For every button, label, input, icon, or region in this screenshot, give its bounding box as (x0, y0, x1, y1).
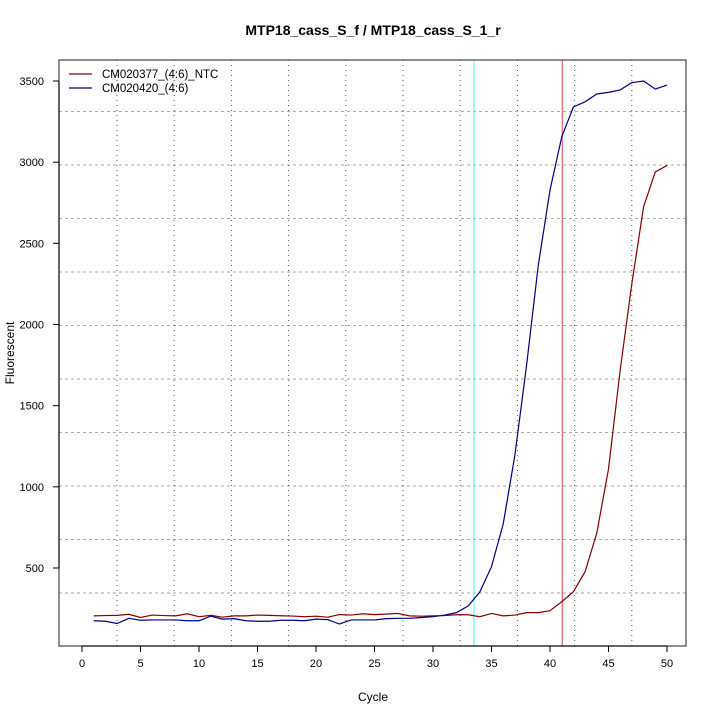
threshold-lines (473, 60, 563, 646)
y-tick-label: 500 (26, 563, 44, 575)
grid (59, 60, 686, 646)
x-tick-label: 45 (602, 658, 614, 670)
x-tick-label: 0 (79, 658, 85, 670)
y-tick-label: 1500 (20, 401, 44, 413)
x-tick-label: 50 (661, 658, 673, 670)
chart-title: MTP18_cass_S_f / MTP18_cass_S_1_r (245, 22, 501, 38)
x-tick-label: 5 (137, 658, 143, 670)
plot-frame (58, 59, 687, 647)
x-tick-label: 10 (193, 658, 205, 670)
series-line (93, 164, 668, 619)
y-tick-label: 3500 (20, 76, 44, 88)
x-axis-label: Cycle (358, 690, 388, 704)
series-lines (93, 80, 668, 625)
legend-label: CM020420_(4:6) (102, 83, 188, 95)
x-tick-label: 30 (427, 658, 439, 670)
y-tick-label: 2500 (20, 238, 44, 250)
y-axis: 500 1000 1500 2000 2500 3000 3500 (20, 76, 60, 575)
x-tick-label: 40 (544, 658, 556, 670)
x-tick-label: 20 (310, 658, 322, 670)
legend: CM020377_(4:6)_NTC CM020420_(4:6) (69, 69, 218, 95)
x-tick-label: 15 (251, 658, 263, 670)
y-axis-label: Fluorescent (3, 321, 17, 384)
series-line (93, 80, 668, 625)
x-tick-label: 25 (368, 658, 380, 670)
y-tick-label: 3000 (20, 157, 44, 169)
x-tick-label: 35 (485, 658, 497, 670)
y-tick-label: 2000 (20, 320, 44, 332)
x-axis: 0 5 10 15 20 25 30 35 40 45 50 (79, 645, 673, 670)
y-tick-label: 1000 (20, 482, 44, 494)
legend-label: CM020377_(4:6)_NTC (102, 69, 218, 81)
